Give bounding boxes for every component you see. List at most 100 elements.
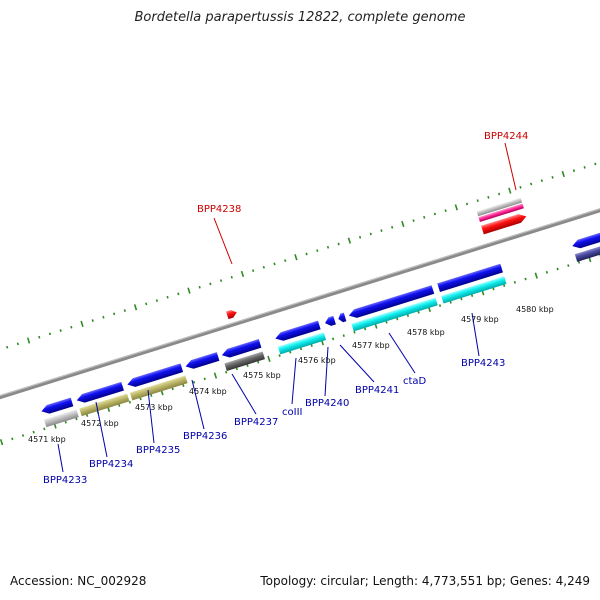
inner-minor-tick <box>460 297 463 301</box>
inner-minor-tick <box>21 434 25 437</box>
gene-label-bpp4237: BPP4237 <box>234 417 278 428</box>
leader-line <box>95 401 108 458</box>
outer-minor-tick <box>166 295 169 299</box>
outer-minor-tick <box>358 235 362 239</box>
inner-minor-tick <box>406 314 410 317</box>
inner-minor-tick <box>150 394 153 397</box>
kbp-label-4575: 4575 kbp <box>243 371 281 380</box>
gene-label-bpp4234: BPP4234 <box>89 459 133 470</box>
inner-minor-tick <box>577 260 581 264</box>
gene-bpp4234-hit <box>79 393 130 417</box>
inner-minor-tick <box>449 300 452 304</box>
leader-line <box>388 332 416 374</box>
outer-minor-tick <box>284 259 287 262</box>
inner-minor-tick <box>331 337 335 341</box>
gene-ctad-hit <box>351 297 438 332</box>
inner-minor-tick <box>118 404 121 407</box>
gene-bpp4243-box <box>437 263 503 293</box>
outer-major-tick <box>508 187 512 194</box>
inner-minor-tick <box>417 310 420 314</box>
outer-minor-tick <box>380 229 383 233</box>
gene-bpp4235-hit <box>129 375 188 401</box>
outer-minor-tick <box>540 179 543 183</box>
gene-label-bpp4233: BPP4233 <box>43 475 87 486</box>
outer-minor-tick <box>316 249 319 253</box>
inner-minor-tick <box>139 397 142 401</box>
outer-minor-tick <box>219 279 223 282</box>
kbp-label-4577: 4577 kbp <box>352 341 390 350</box>
outer-minor-tick <box>572 169 576 173</box>
gene-label-bpp4243: BPP4243 <box>461 358 505 369</box>
inner-minor-tick <box>278 354 281 357</box>
outer-minor-tick <box>252 269 255 272</box>
inner-minor-tick <box>246 364 249 367</box>
leader-line <box>191 379 205 430</box>
kbp-label-4574: 4574 kbp <box>189 387 227 396</box>
inner-minor-tick <box>32 430 35 434</box>
gene-label-bpp4241: BPP4241 <box>355 385 399 396</box>
outer-tick-track <box>6 162 597 349</box>
leader-line <box>147 389 155 444</box>
inner-minor-tick <box>545 270 549 274</box>
outer-major-tick <box>80 320 84 327</box>
inner-major-tick <box>213 372 218 379</box>
kbp-label-4578: 4578 kbp <box>407 328 445 337</box>
gene-right-hit <box>574 236 600 262</box>
outer-minor-tick <box>519 185 522 189</box>
gene-bpp4233-hit <box>43 409 79 428</box>
inner-minor-tick <box>171 387 174 391</box>
inner-minor-tick <box>524 277 527 281</box>
inner-minor-tick <box>299 347 303 351</box>
outer-minor-tick <box>497 192 501 196</box>
kbp-label-4572: 4572 kbp <box>81 419 119 428</box>
kbp-label-4579: 4579 kbp <box>461 315 499 324</box>
inner-minor-tick <box>86 414 89 417</box>
inner-major-tick <box>534 272 538 279</box>
gene-bpp4238-red-arrow <box>226 310 237 320</box>
outer-minor-tick <box>369 232 372 236</box>
kbp-label-4573: 4573 kbp <box>135 403 173 412</box>
leader-line <box>57 443 64 473</box>
inner-minor-tick <box>470 294 474 298</box>
outer-minor-tick <box>155 299 159 302</box>
gene-bpp4243-hit <box>441 276 507 304</box>
outer-minor-tick <box>70 325 73 329</box>
inner-minor-tick <box>492 287 495 291</box>
genome-stats-text: Topology: circular; Length: 4,773,551 bp… <box>260 574 590 588</box>
gene-label-bpp4244: BPP4244 <box>484 131 528 142</box>
gene-small-arrow-1 <box>325 315 336 326</box>
outer-major-tick <box>347 237 352 244</box>
inner-minor-tick <box>556 267 559 271</box>
inner-minor-tick <box>353 330 356 334</box>
inner-minor-tick <box>192 380 196 384</box>
inner-minor-tick <box>43 427 46 431</box>
outer-minor-tick <box>305 252 308 256</box>
outer-minor-tick <box>91 319 94 322</box>
outer-minor-tick <box>476 199 479 203</box>
gene-label-bpp4240: BPP4240 <box>305 398 349 409</box>
outer-minor-tick <box>145 302 148 306</box>
gene-bpp4234-arrow <box>76 381 124 403</box>
gene-bpp4233-arrow <box>41 397 74 414</box>
gene-bpp4235-arrow <box>127 363 184 387</box>
gene-bpp4237-hit <box>224 351 265 371</box>
outer-minor-tick <box>337 242 340 246</box>
outer-minor-tick <box>262 265 265 269</box>
inner-minor-tick <box>310 344 313 347</box>
outer-minor-tick <box>465 202 469 206</box>
inner-minor-tick <box>64 420 67 424</box>
inner-minor-tick <box>396 317 399 321</box>
outer-minor-tick <box>444 209 447 213</box>
gene-bpp4244-red-arrow <box>481 214 527 235</box>
gene-label-bpp4236: BPP4236 <box>183 431 227 442</box>
gene-label-ctad: ctaD <box>403 376 427 387</box>
outer-minor-tick <box>487 195 490 199</box>
outer-major-tick <box>133 304 138 311</box>
outer-major-tick <box>187 287 191 294</box>
outer-major-tick <box>401 220 405 228</box>
outer-minor-tick <box>16 342 20 346</box>
outer-minor-tick <box>273 262 276 266</box>
outer-major-tick <box>454 204 458 211</box>
inner-minor-tick <box>203 377 206 381</box>
